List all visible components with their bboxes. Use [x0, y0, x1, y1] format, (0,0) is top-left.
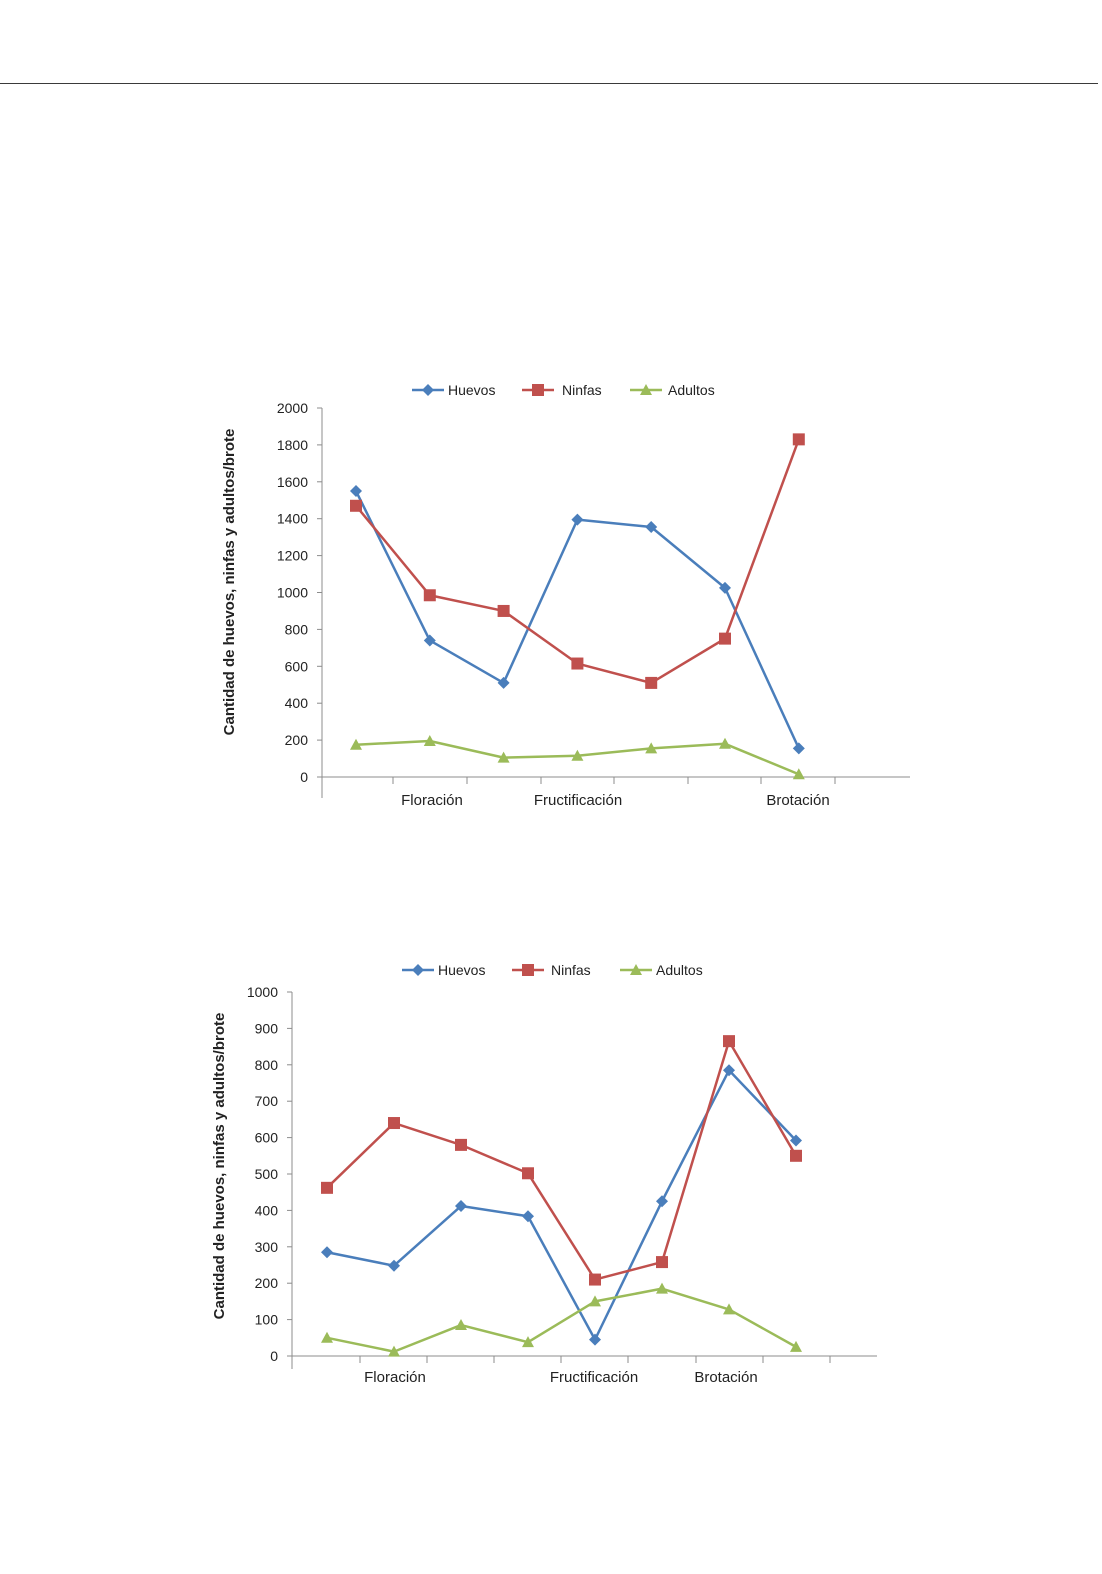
data-point-adultos [522, 1336, 534, 1348]
data-point-adultos [719, 737, 731, 749]
data-point-huevos [497, 676, 510, 689]
x-category-label: Floración [364, 1369, 426, 1386]
x-category-label: Brotación [694, 1369, 757, 1386]
data-point-huevos [790, 1134, 802, 1147]
legend-marker [640, 384, 652, 395]
legend-label: Huevos [438, 962, 485, 978]
data-point-ninfas [719, 632, 731, 645]
series-line-ninfas [326, 1039, 798, 1281]
data-point-adultos [388, 1345, 400, 1357]
data-point-ninfas [455, 1138, 467, 1151]
y-tick-label: 200 [285, 732, 309, 748]
y-tick-label: 1600 [277, 474, 308, 490]
data-point-ninfas [792, 433, 805, 446]
y-tick-label: 2000 [277, 400, 308, 416]
data-point-huevos [571, 513, 584, 526]
data-point-ninfas [497, 604, 510, 617]
legend-marker [522, 964, 534, 976]
data-point-adultos [723, 1303, 735, 1315]
legend-marker [630, 964, 642, 975]
y-tick-label: 800 [255, 1057, 279, 1073]
data-point-adultos [792, 768, 805, 780]
data-point-huevos [350, 485, 362, 498]
x-category-label: Fructificación [550, 1369, 638, 1386]
y-tick-label: 1000 [277, 585, 308, 601]
y-tick-label: 900 [255, 1020, 279, 1036]
x-category-label: Fructificación [534, 792, 622, 809]
series-line-huevos [326, 1069, 797, 1341]
data-point-ninfas [321, 1181, 333, 1194]
data-point-ninfas [350, 499, 362, 512]
chart-2: 0 100 200 300 400 500 600 700 800 900 1000 Floració… [211, 962, 877, 1386]
data-point-ninfas [388, 1117, 400, 1130]
chart-1: 0 200 400 600 800 1000 1200 1400 1600 1800 2000 Flo… [221, 382, 910, 809]
data-point-adultos [321, 1331, 333, 1343]
data-point-adultos [589, 1295, 601, 1307]
y-tick-label: 400 [255, 1202, 279, 1218]
data-point-huevos [388, 1259, 400, 1272]
y-tick-label: 600 [255, 1130, 279, 1146]
y-tick-label: 300 [255, 1239, 279, 1255]
legend-marker [422, 384, 434, 396]
data-point-adultos [571, 749, 584, 761]
legend-label: Ninfas [551, 962, 591, 978]
data-point-huevos [522, 1210, 534, 1223]
data-point-ninfas [423, 589, 436, 602]
data-point-ninfas [645, 676, 658, 689]
y-tick-label: 1200 [277, 548, 308, 564]
data-point-ninfas [656, 1256, 668, 1269]
legend-marker [412, 964, 424, 976]
x-category-label: Brotación [766, 792, 829, 809]
data-point-huevos [321, 1246, 333, 1259]
y-tick-label: 700 [255, 1093, 279, 1109]
data-point-adultos [790, 1340, 802, 1352]
data-point-huevos [455, 1200, 467, 1213]
y-tick-label: 1000 [247, 984, 278, 1000]
y-tick-label: 0 [270, 1348, 278, 1364]
data-point-huevos [656, 1195, 668, 1208]
data-point-adultos [455, 1319, 467, 1331]
legend-label: Ninfas [562, 382, 602, 398]
data-point-adultos [350, 738, 362, 750]
data-point-ninfas [571, 657, 584, 670]
series-line-adultos [326, 1287, 797, 1353]
data-point-ninfas [790, 1149, 802, 1162]
y-tick-label: 200 [255, 1275, 279, 1291]
data-point-huevos [792, 742, 805, 755]
y-tick-label: 0 [300, 769, 308, 785]
y-axis-title: Cantidad de huevos, ninfas y adultos/bro… [211, 1013, 228, 1320]
data-point-adultos [656, 1282, 668, 1294]
y-tick-label: 600 [285, 658, 309, 674]
data-point-huevos [423, 634, 436, 647]
y-tick-label: 100 [255, 1312, 279, 1328]
legend-label: Huevos [448, 382, 495, 398]
y-tick-label: 1400 [277, 511, 308, 527]
data-point-huevos [719, 581, 731, 594]
data-point-adultos [645, 742, 658, 754]
series-line-ninfas [355, 438, 800, 685]
data-point-ninfas [589, 1273, 601, 1286]
y-tick-label: 1800 [277, 437, 308, 453]
data-point-adultos [497, 751, 510, 763]
y-tick-label: 500 [255, 1166, 279, 1182]
y-tick-label: 400 [285, 695, 309, 711]
data-point-ninfas [522, 1167, 534, 1180]
x-category-label: Floración [401, 792, 463, 809]
legend-label: Adultos [668, 382, 715, 398]
y-tick-label: 800 [285, 621, 309, 637]
legend-marker [532, 384, 544, 396]
data-point-adultos [423, 735, 436, 747]
y-axis-title: Cantidad de huevos, ninfas y adultos/bro… [221, 429, 238, 736]
data-point-huevos [589, 1333, 601, 1346]
data-point-huevos [723, 1064, 735, 1077]
data-point-ninfas [723, 1035, 735, 1048]
top-rule [0, 83, 1098, 84]
legend-label: Adultos [656, 962, 703, 978]
data-point-huevos [645, 521, 658, 534]
